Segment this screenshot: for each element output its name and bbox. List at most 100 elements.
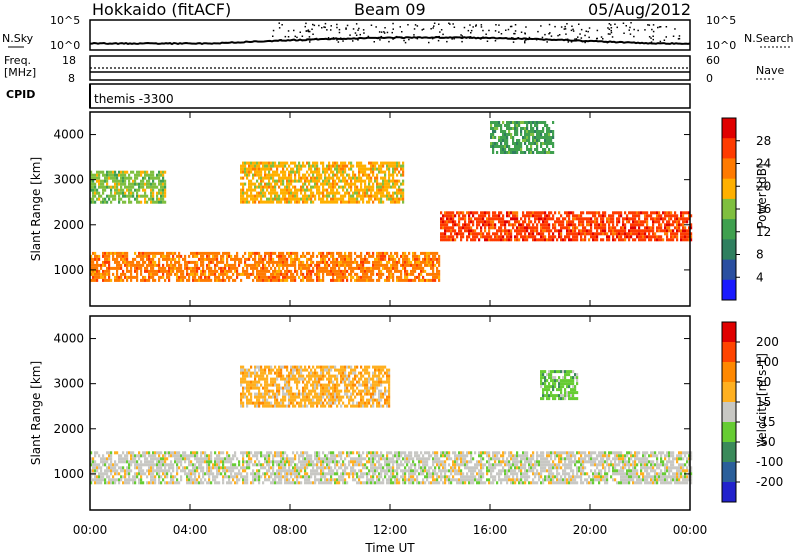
data-cell bbox=[156, 457, 159, 461]
data-cell bbox=[506, 145, 509, 148]
data-cell bbox=[326, 200, 329, 204]
data-cell bbox=[268, 254, 271, 258]
data-cell bbox=[378, 200, 381, 204]
data-cell bbox=[494, 136, 497, 139]
nsearch-dot bbox=[324, 26, 326, 29]
data-cell bbox=[202, 460, 205, 464]
data-cell bbox=[506, 139, 509, 142]
data-cell bbox=[362, 481, 365, 485]
data-cell bbox=[200, 278, 203, 282]
data-cell bbox=[606, 235, 609, 239]
nsearch-dot bbox=[413, 34, 415, 36]
data-cell bbox=[680, 229, 683, 233]
data-cell bbox=[226, 269, 229, 273]
data-cell bbox=[286, 272, 289, 276]
data-cell bbox=[316, 451, 319, 455]
data-cell bbox=[462, 211, 465, 215]
data-cell bbox=[162, 463, 165, 467]
data-cell bbox=[172, 466, 175, 470]
data-cell bbox=[484, 214, 487, 218]
data-cell bbox=[354, 278, 357, 282]
data-cell bbox=[402, 260, 405, 264]
data-cell bbox=[534, 130, 537, 133]
data-cell bbox=[276, 454, 279, 458]
data-cell bbox=[416, 257, 419, 261]
data-cell bbox=[322, 167, 325, 171]
data-cell bbox=[492, 142, 495, 145]
data-cell bbox=[90, 460, 93, 464]
data-cell bbox=[118, 275, 121, 279]
data-cell bbox=[102, 269, 105, 273]
data-cell bbox=[144, 176, 147, 180]
data-cell bbox=[238, 272, 241, 276]
data-cell bbox=[502, 235, 505, 239]
data-cell bbox=[360, 275, 363, 279]
data-cell bbox=[360, 251, 363, 255]
data-cell bbox=[176, 266, 179, 270]
data-cell bbox=[314, 454, 317, 458]
data-cell bbox=[306, 194, 309, 198]
data-cell bbox=[354, 197, 357, 201]
data-cell bbox=[520, 217, 523, 221]
data-cell bbox=[254, 460, 257, 464]
data-cell bbox=[294, 200, 297, 204]
data-cell bbox=[260, 185, 263, 189]
data-cell bbox=[262, 463, 265, 467]
data-cell bbox=[508, 220, 511, 224]
data-cell bbox=[356, 451, 359, 455]
data-cell bbox=[396, 167, 399, 171]
data-cell bbox=[114, 170, 117, 174]
data-cell bbox=[652, 211, 655, 215]
data-cell bbox=[552, 226, 555, 230]
data-cell bbox=[246, 263, 249, 267]
data-cell bbox=[146, 170, 149, 174]
data-cell bbox=[150, 463, 153, 467]
data-cell bbox=[558, 211, 561, 215]
data-cell bbox=[98, 478, 101, 482]
data-cell bbox=[370, 460, 373, 464]
nsearch-dot bbox=[306, 30, 308, 32]
nsearch-dot bbox=[383, 31, 385, 33]
data-cell bbox=[146, 251, 149, 255]
data-cell bbox=[656, 211, 659, 215]
data-cell bbox=[402, 191, 405, 195]
data-cell bbox=[292, 275, 295, 279]
data-cell bbox=[266, 200, 269, 204]
data-cell bbox=[200, 263, 203, 267]
data-cell bbox=[104, 176, 107, 180]
data-cell bbox=[132, 191, 135, 195]
data-cell bbox=[204, 451, 207, 455]
data-cell bbox=[114, 188, 117, 192]
data-cell bbox=[302, 251, 305, 255]
data-cell bbox=[244, 257, 247, 261]
data-cell bbox=[388, 272, 391, 276]
data-cell bbox=[300, 272, 303, 276]
data-cell bbox=[258, 463, 261, 467]
data-cell bbox=[346, 254, 349, 258]
data-cell bbox=[294, 194, 297, 198]
data-cell bbox=[418, 257, 421, 261]
data-cell bbox=[632, 223, 635, 227]
data-cell bbox=[350, 197, 353, 201]
data-cell bbox=[312, 460, 315, 464]
nsearch-dot bbox=[432, 27, 434, 29]
data-cell bbox=[332, 194, 335, 198]
data-cell bbox=[668, 211, 671, 215]
data-cell bbox=[248, 454, 251, 458]
data-cell bbox=[204, 454, 207, 458]
data-cell bbox=[250, 197, 253, 201]
data-cell bbox=[490, 121, 493, 124]
data-cell bbox=[274, 170, 277, 174]
data-cell bbox=[152, 197, 155, 201]
data-cell bbox=[676, 226, 679, 230]
data-cell bbox=[302, 463, 305, 467]
data-cell bbox=[216, 278, 219, 282]
data-cell bbox=[422, 266, 425, 270]
data-cell bbox=[226, 451, 229, 455]
data-cell bbox=[274, 164, 277, 168]
data-cell bbox=[154, 182, 157, 186]
data-cell bbox=[174, 251, 177, 255]
data-cell bbox=[598, 211, 601, 215]
data-cell bbox=[146, 463, 149, 467]
data-cell bbox=[580, 217, 583, 221]
